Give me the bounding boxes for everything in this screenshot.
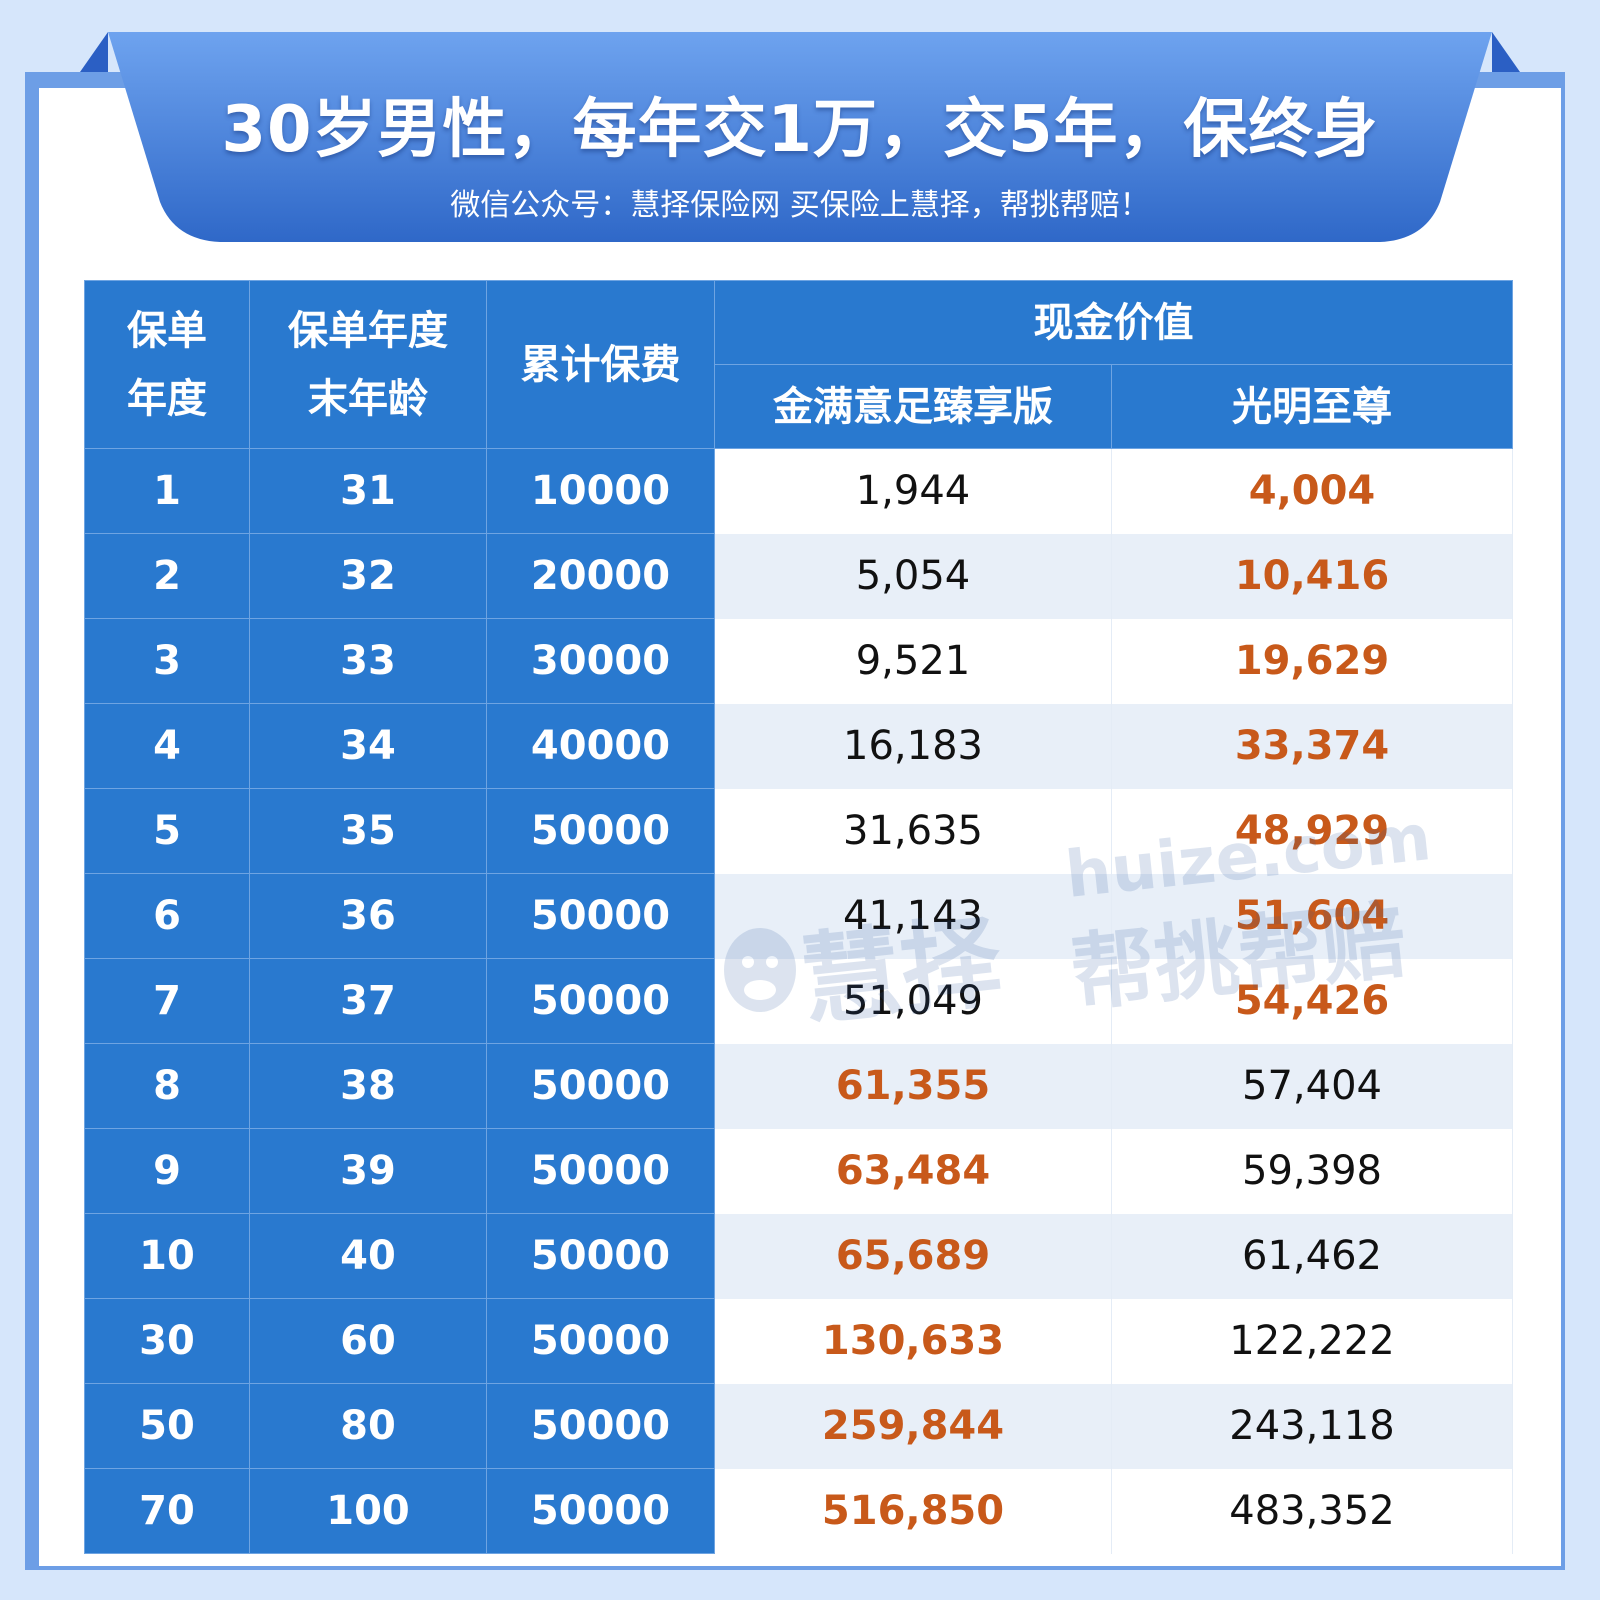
cell-policy-year: 30 bbox=[84, 1298, 250, 1384]
banner-shape bbox=[80, 32, 1520, 242]
cell-product-a-value: 130,633 bbox=[714, 1298, 1112, 1384]
cell-product-a-value: 5,054 bbox=[714, 533, 1112, 619]
page-subtitle: 微信公众号：慧择保险网 买保险上慧择，帮挑帮赔！ bbox=[450, 188, 1150, 223]
cell-cumulative-premium: 50000 bbox=[486, 1468, 715, 1554]
cell-product-b-value: 57,404 bbox=[1111, 1043, 1513, 1129]
table-row: 1 31 10000 1,944 4,004 bbox=[84, 448, 1513, 534]
table-row: 6 36 50000 41,143 51,604 bbox=[84, 873, 1513, 959]
cell-end-age: 31 bbox=[249, 448, 487, 534]
cell-cumulative-premium: 50000 bbox=[486, 1213, 715, 1299]
cell-policy-year: 10 bbox=[84, 1213, 250, 1299]
cell-product-a-value: 259,844 bbox=[714, 1383, 1112, 1469]
cell-policy-year: 5 bbox=[84, 788, 250, 874]
cell-policy-year: 7 bbox=[84, 958, 250, 1044]
title-banner bbox=[80, 32, 1520, 244]
table-row: 3 33 30000 9,521 19,629 bbox=[84, 618, 1513, 704]
cell-cumulative-premium: 50000 bbox=[486, 1043, 715, 1129]
table-row: 10 40 50000 65,689 61,462 bbox=[84, 1213, 1513, 1299]
cell-product-a-value: 1,944 bbox=[714, 448, 1112, 534]
cell-policy-year: 1 bbox=[84, 448, 250, 534]
cell-policy-year: 9 bbox=[84, 1128, 250, 1214]
cell-policy-year: 8 bbox=[84, 1043, 250, 1129]
cell-policy-year: 4 bbox=[84, 703, 250, 789]
cell-cumulative-premium: 50000 bbox=[486, 1383, 715, 1469]
header-product-b: 光明至尊 bbox=[1111, 364, 1513, 449]
cell-cumulative-premium: 10000 bbox=[486, 448, 715, 534]
cell-end-age: 80 bbox=[249, 1383, 487, 1469]
cell-policy-year: 50 bbox=[84, 1383, 250, 1469]
cell-end-age: 36 bbox=[249, 873, 487, 959]
cell-end-age: 33 bbox=[249, 618, 487, 704]
header-policy-year: 保单 年度 bbox=[84, 280, 250, 449]
header-product-a: 金满意足臻享版 bbox=[714, 364, 1112, 449]
table-row: 4 34 40000 16,183 33,374 bbox=[84, 703, 1513, 789]
cell-product-b-value: 10,416 bbox=[1111, 533, 1513, 619]
cell-policy-year: 2 bbox=[84, 533, 250, 619]
table-row: 2 32 20000 5,054 10,416 bbox=[84, 533, 1513, 619]
cell-product-b-value: 33,374 bbox=[1111, 703, 1513, 789]
cell-product-b-value: 59,398 bbox=[1111, 1128, 1513, 1214]
table-row: 50 80 50000 259,844 243,118 bbox=[84, 1383, 1513, 1469]
table-row: 30 60 50000 130,633 122,222 bbox=[84, 1298, 1513, 1384]
cell-cumulative-premium: 50000 bbox=[486, 1298, 715, 1384]
cell-policy-year: 6 bbox=[84, 873, 250, 959]
cell-product-a-value: 516,850 bbox=[714, 1468, 1112, 1554]
cell-cumulative-premium: 40000 bbox=[486, 703, 715, 789]
table-row: 7 37 50000 51,049 54,426 bbox=[84, 958, 1513, 1044]
header-cash-value: 现金价值 bbox=[714, 280, 1513, 365]
cell-end-age: 37 bbox=[249, 958, 487, 1044]
cell-product-a-value: 63,484 bbox=[714, 1128, 1112, 1214]
cell-end-age: 39 bbox=[249, 1128, 487, 1214]
cell-product-b-value: 54,426 bbox=[1111, 958, 1513, 1044]
cell-product-b-value: 51,604 bbox=[1111, 873, 1513, 959]
cell-cumulative-premium: 50000 bbox=[486, 958, 715, 1044]
table-row: 9 39 50000 63,484 59,398 bbox=[84, 1128, 1513, 1214]
cell-product-a-value: 16,183 bbox=[714, 703, 1112, 789]
cell-end-age: 60 bbox=[249, 1298, 487, 1384]
cell-product-a-value: 41,143 bbox=[714, 873, 1112, 959]
cell-cumulative-premium: 50000 bbox=[486, 1128, 715, 1214]
cell-cumulative-premium: 30000 bbox=[486, 618, 715, 704]
page-title: 30岁男性，每年交1万，交5年，保终身 bbox=[221, 93, 1379, 167]
cell-cumulative-premium: 50000 bbox=[486, 788, 715, 874]
cell-product-b-value: 483,352 bbox=[1111, 1468, 1513, 1554]
cell-product-b-value: 4,004 bbox=[1111, 448, 1513, 534]
cell-end-age: 100 bbox=[249, 1468, 487, 1554]
cell-product-b-value: 243,118 bbox=[1111, 1383, 1513, 1469]
cell-end-age: 38 bbox=[249, 1043, 487, 1129]
table-row: 70 100 50000 516,850 483,352 bbox=[84, 1468, 1513, 1554]
cell-end-age: 34 bbox=[249, 703, 487, 789]
cell-end-age: 35 bbox=[249, 788, 487, 874]
cell-product-b-value: 48,929 bbox=[1111, 788, 1513, 874]
cell-end-age: 32 bbox=[249, 533, 487, 619]
cell-end-age: 40 bbox=[249, 1213, 487, 1299]
cell-product-a-value: 51,049 bbox=[714, 958, 1112, 1044]
cell-product-a-value: 65,689 bbox=[714, 1213, 1112, 1299]
header-end-age: 保单年度 末年龄 bbox=[249, 280, 487, 449]
cell-cumulative-premium: 20000 bbox=[486, 533, 715, 619]
cell-product-b-value: 61,462 bbox=[1111, 1213, 1513, 1299]
cell-product-a-value: 9,521 bbox=[714, 618, 1112, 704]
table-row: 5 35 50000 31,635 48,929 bbox=[84, 788, 1513, 874]
cell-policy-year: 3 bbox=[84, 618, 250, 704]
cell-cumulative-premium: 50000 bbox=[486, 873, 715, 959]
cell-product-a-value: 31,635 bbox=[714, 788, 1112, 874]
cell-product-b-value: 122,222 bbox=[1111, 1298, 1513, 1384]
table-row: 8 38 50000 61,355 57,404 bbox=[84, 1043, 1513, 1129]
table-body: 1 31 10000 1,944 4,004 2 32 20000 5,054 10,416 3 33… bbox=[84, 448, 1513, 1554]
cell-product-b-value: 19,629 bbox=[1111, 618, 1513, 704]
header-cumulative-premium: 累计保费 bbox=[486, 280, 715, 449]
cell-product-a-value: 61,355 bbox=[714, 1043, 1112, 1129]
cell-policy-year: 70 bbox=[84, 1468, 250, 1554]
